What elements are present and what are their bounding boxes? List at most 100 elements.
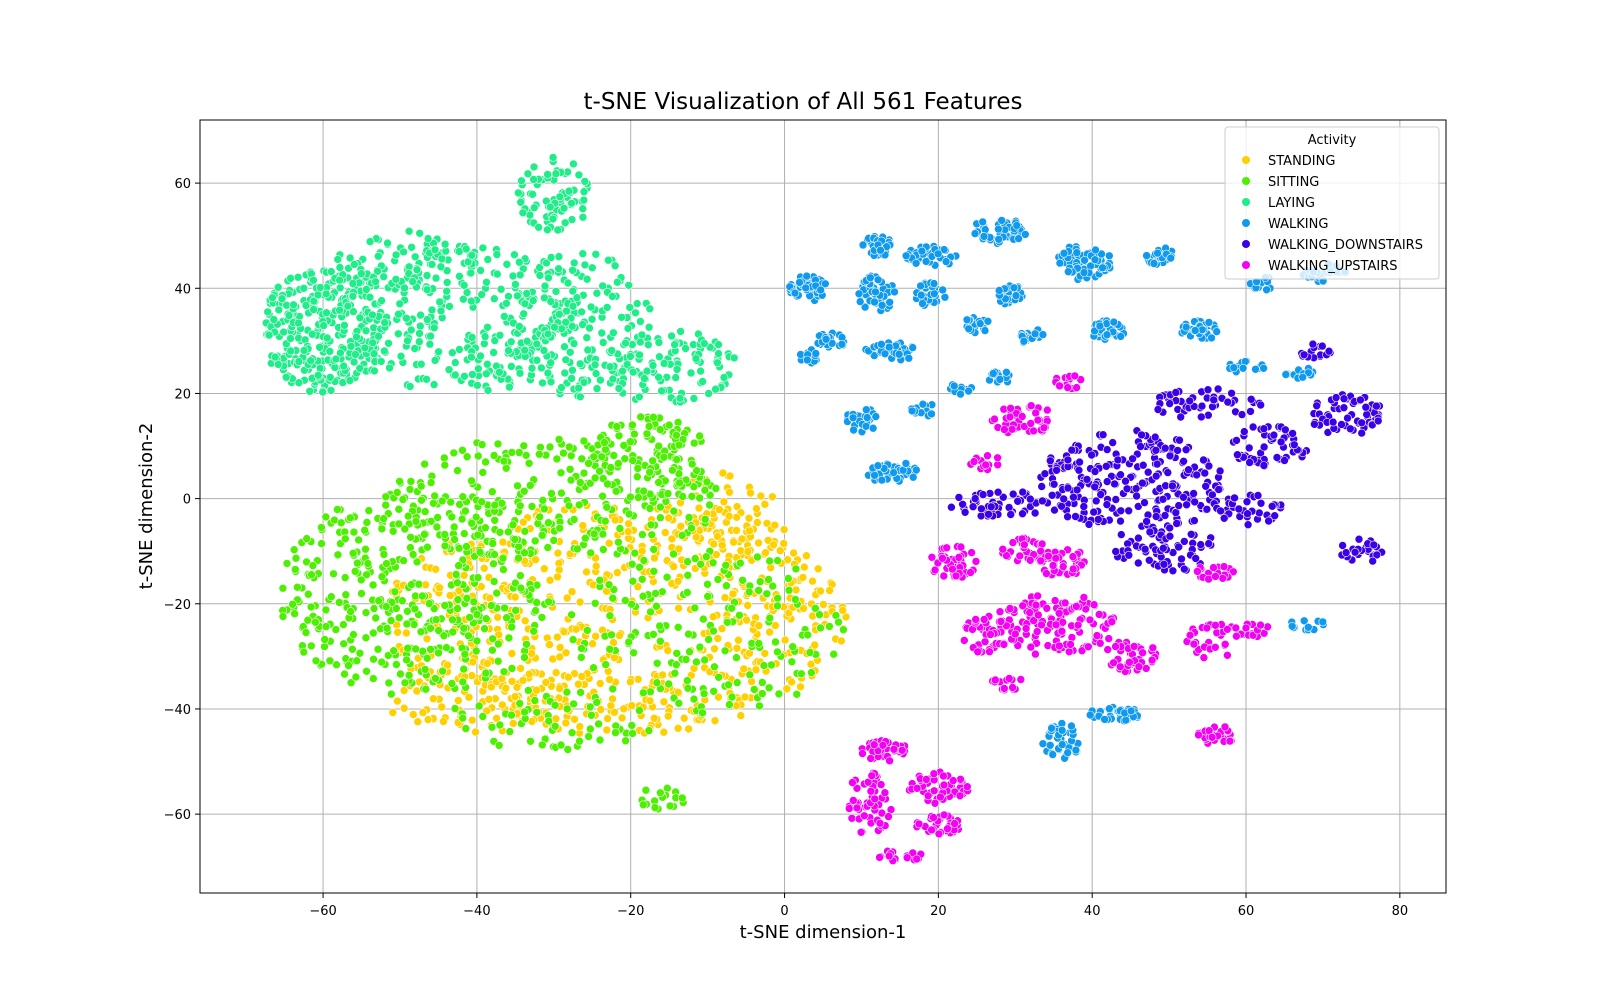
scatter-point (307, 570, 316, 580)
scatter-point (628, 456, 638, 465)
scatter-point (1200, 468, 1210, 478)
scatter-point (1192, 470, 1201, 480)
scatter-point (1037, 482, 1046, 491)
scatter-point (1058, 562, 1068, 571)
scatter-point (1057, 501, 1066, 511)
scatter-point (539, 504, 549, 514)
scatter-point (368, 674, 378, 683)
scatter-point (576, 653, 586, 662)
scatter-point (554, 565, 564, 575)
scatter-point (603, 714, 612, 723)
scatter-point (859, 811, 869, 821)
scatter-point (701, 552, 711, 562)
scatter-point (970, 229, 980, 238)
scatter-point (309, 275, 318, 285)
scatter-point (543, 225, 552, 235)
scatter-point (516, 664, 525, 673)
scatter-point (658, 670, 667, 680)
scatter-point (1047, 490, 1057, 500)
scatter-point (409, 620, 419, 629)
scatter-point (1369, 540, 1379, 550)
scatter-point (557, 324, 567, 334)
scatter-point (473, 530, 483, 540)
scatter-point (1050, 596, 1060, 605)
scatter-point (792, 689, 802, 699)
scatter-point (500, 603, 509, 613)
scatter-point (1021, 624, 1031, 633)
scatter-point (1013, 496, 1023, 506)
scatter-point (796, 682, 805, 692)
scatter-point (559, 203, 569, 213)
scatter-point (407, 243, 416, 252)
scatter-point (519, 441, 529, 451)
scatter-point (619, 704, 629, 714)
scatter-point (918, 299, 927, 308)
scatter-point (1057, 725, 1067, 735)
scatter-point (1328, 417, 1338, 427)
scatter-point (436, 306, 446, 316)
scatter-point (478, 243, 488, 253)
scatter-point (1165, 451, 1175, 461)
scatter-point (377, 657, 387, 667)
scatter-point (848, 796, 858, 805)
scatter-point (331, 354, 341, 364)
scatter-point (605, 675, 614, 684)
scatter-point (529, 626, 539, 636)
scatter-point (580, 177, 590, 186)
scatter-point (507, 676, 517, 686)
scatter-point (739, 664, 749, 674)
scatter-point (543, 368, 553, 378)
scatter-point (873, 461, 883, 471)
scatter-point (440, 601, 450, 610)
scatter-point (756, 491, 766, 501)
scatter-point (654, 372, 663, 382)
scatter-point (795, 278, 804, 287)
scatter-point (385, 363, 394, 373)
scatter-point (631, 308, 640, 318)
scatter-point (669, 549, 678, 559)
scatter-point (1290, 440, 1299, 450)
scatter-point (675, 478, 684, 488)
scatter-point (396, 669, 405, 679)
scatter-point (1242, 497, 1252, 507)
scatter-point (373, 644, 383, 654)
scatter-point (502, 299, 511, 308)
scatter-point (1000, 425, 1009, 434)
scatter-point (700, 485, 710, 495)
scatter-point (363, 559, 373, 568)
scatter-point (901, 251, 911, 261)
scatter-point (477, 440, 487, 449)
scatter-point (551, 668, 561, 677)
scatter-point (595, 735, 605, 745)
scatter-point (454, 543, 464, 553)
scatter-point (1113, 455, 1123, 465)
scatter-point (1354, 534, 1364, 544)
scatter-point (374, 596, 384, 606)
scatter-point (1368, 556, 1377, 566)
scatter-point (1190, 497, 1199, 507)
scatter-point (361, 544, 370, 554)
scatter-point (628, 420, 637, 430)
scatter-point (552, 454, 562, 464)
scatter-point (1212, 327, 1221, 336)
scatter-point (609, 328, 618, 338)
scatter-point (1262, 285, 1271, 295)
scatter-point (648, 456, 658, 466)
scatter-point (386, 616, 396, 625)
scatter-point (911, 258, 921, 268)
scatter-point (810, 640, 820, 650)
scatter-point (368, 310, 377, 320)
scatter-point (548, 153, 558, 162)
scatter-point (614, 459, 623, 468)
scatter-point (947, 502, 956, 512)
scatter-point (503, 527, 513, 537)
scatter-point (1229, 363, 1239, 373)
scatter-point (875, 818, 885, 828)
scatter-point (1151, 445, 1161, 455)
scatter-point (332, 660, 341, 670)
scatter-point (1132, 491, 1141, 501)
scatter-point (397, 596, 407, 606)
scatter-point (338, 378, 348, 387)
scatter-point (1230, 493, 1239, 503)
scatter-point (391, 604, 401, 613)
